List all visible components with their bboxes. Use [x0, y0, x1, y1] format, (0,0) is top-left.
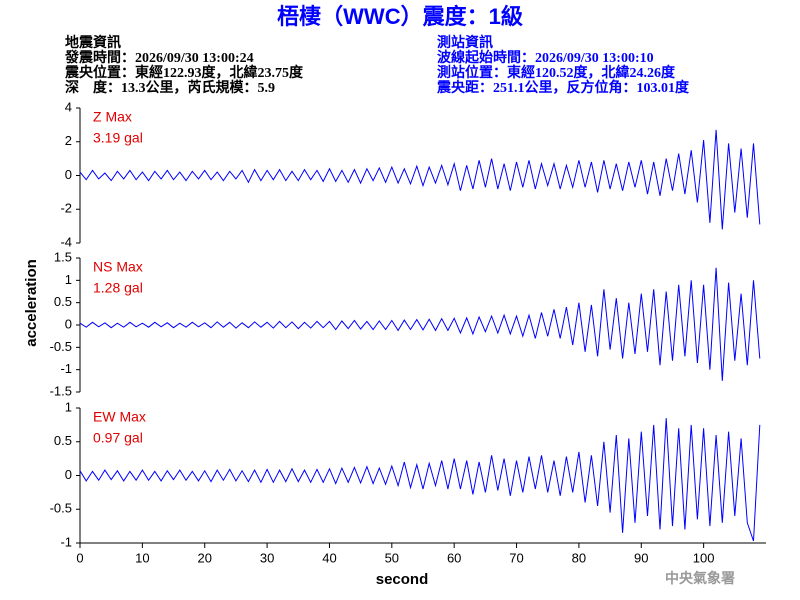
x-tick-label: 100: [693, 550, 715, 565]
info-text: 地震資訊: [65, 34, 121, 51]
y-tick-label: -0.5: [50, 501, 72, 516]
info-text: 震央距：251.1公里，反方位角：103.01度: [436, 79, 690, 96]
y-tick-label: 2: [65, 133, 72, 148]
y-tick-label: 4: [65, 99, 72, 114]
waveform: [79, 129, 761, 230]
y-tick-label: 1.5: [54, 249, 72, 264]
x-tick-label: 0: [76, 550, 83, 565]
info-text: 震央位置：東經122.93度，北緯23.75度: [64, 64, 304, 81]
y-tick-label: -4: [60, 234, 72, 249]
panel-label: EW Max: [93, 409, 146, 425]
x-tick-label: 50: [385, 550, 399, 565]
y-tick-label: -1.5: [50, 383, 72, 398]
waveform: [79, 418, 761, 542]
y-tick-label: -0.5: [50, 339, 72, 354]
panel-max: 0.97 gal: [93, 430, 143, 446]
info-text: 波線起始時間：2026/09/30 13:00:10: [437, 49, 654, 66]
panel-max: 3.19 gal: [93, 130, 143, 146]
y-tick-label: -2: [60, 201, 72, 216]
y-tick-label: 1: [65, 272, 72, 287]
x-tick-label: 60: [447, 550, 461, 565]
info-text: 發震時間：2026/09/30 13:00:24: [64, 49, 254, 66]
x-tick-label: 10: [135, 550, 149, 565]
x-tick-label: 40: [322, 550, 336, 565]
x-axis-label: second: [376, 571, 429, 588]
panel-max: 1.28 gal: [93, 280, 143, 296]
x-tick-label: 80: [572, 550, 586, 565]
y-tick-label: 0.5: [54, 294, 72, 309]
panel-label: Z Max: [93, 109, 132, 125]
y-axis-label: acceleration: [23, 259, 40, 347]
y-tick-label: -1: [60, 361, 72, 376]
y-tick-label: 0: [65, 167, 72, 182]
info-text: 深 度：13.3公里，芮氏規模：5.9: [65, 79, 275, 96]
info-text: 測站位置：東經120.52度，北緯24.26度: [437, 64, 676, 81]
x-tick-label: 90: [634, 550, 648, 565]
waveform: [79, 267, 761, 381]
x-tick-label: 30: [260, 550, 274, 565]
x-tick-label: 20: [197, 550, 211, 565]
x-tick-label: 70: [509, 550, 523, 565]
panel-label: NS Max: [93, 259, 143, 275]
y-tick-label: 0.5: [54, 433, 72, 448]
info-text: 測站資訊: [437, 34, 493, 51]
y-tick-label: 0: [65, 467, 72, 482]
y-tick-label: -1: [60, 534, 72, 549]
chart-title: 梧棲（WWC）震度：1級: [277, 4, 523, 29]
y-tick-label: 0: [65, 316, 72, 331]
credit: 中央氣象署: [665, 570, 735, 587]
y-tick-label: 1: [65, 399, 72, 414]
